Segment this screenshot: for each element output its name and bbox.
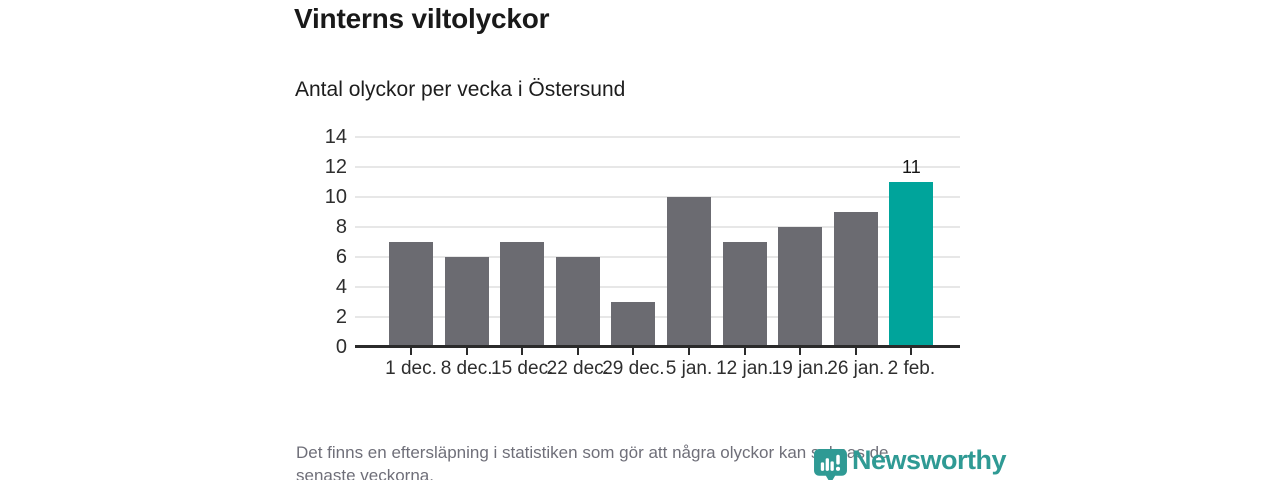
newsworthy-logo: Newsworthy: [814, 444, 1007, 480]
chart-subtitle: Antal olyckor per vecka i Östersund: [295, 78, 626, 101]
y-axis-tick-label: 4: [335, 276, 347, 298]
y-axis-tick-label: 10: [324, 186, 347, 208]
gridline: [355, 166, 960, 168]
footnote: Det finns en eftersläpning i statistiken…: [296, 441, 888, 480]
footnote-line-1: Det finns en eftersläpning i statistiken…: [296, 443, 889, 462]
bar: [778, 227, 823, 346]
bar-value-label: 11: [902, 157, 921, 177]
x-axis-tick-label: 5 jan.: [665, 358, 713, 379]
x-axis-tick-label: 8 dec.: [440, 358, 493, 379]
x-axis-tick: [799, 348, 802, 355]
x-axis-tick-label: 19 jan.: [771, 358, 829, 379]
x-axis-tick: [743, 348, 746, 355]
gridline: [355, 256, 960, 258]
x-axis-tick-label: 15 dec.: [491, 358, 554, 379]
x-axis-tick-label: 2 feb.: [887, 358, 936, 379]
x-axis-tick-label: 29 dec.: [602, 358, 665, 379]
gridline: [355, 136, 960, 138]
bar: [722, 242, 767, 346]
x-axis-tick: [576, 348, 579, 355]
gridline: [355, 316, 960, 318]
y-axis-tick-label: 8: [335, 216, 347, 238]
x-axis-tick-label: 1 dec.: [385, 358, 437, 379]
bar: [889, 182, 934, 346]
x-axis-tick-label: 26 jan.: [827, 358, 885, 379]
bar: [833, 212, 878, 346]
gridline: [355, 196, 960, 198]
chart-title: Vinterns viltolyckor: [294, 3, 550, 34]
x-axis-tick: [688, 348, 690, 355]
x-axis-tick: [410, 348, 412, 355]
newsworthy-wordmark: Newsworthy: [852, 445, 1007, 475]
newsworthy-speech-bubble-chart-icon: [814, 449, 847, 480]
x-axis-tick: [465, 348, 468, 355]
bar: [389, 242, 433, 346]
bar: [555, 257, 600, 346]
y-axis-tick-label: 2: [335, 306, 347, 328]
x-axis-tick-label: 22 dec.: [546, 358, 609, 379]
x-axis-line: [355, 345, 960, 348]
footnote-line-2: senaste veckorna.: [296, 466, 434, 480]
bar: [444, 257, 489, 346]
y-axis-tick-label: 0: [335, 336, 347, 358]
x-axis-tick: [910, 348, 913, 355]
bar: [500, 242, 545, 346]
y-axis-tick-label: 14: [324, 126, 347, 148]
y-axis-tick-label: 6: [335, 246, 347, 268]
x-axis-tick: [521, 348, 524, 355]
x-axis-tick-label: 12 jan.: [716, 358, 774, 379]
x-axis-tick: [854, 348, 857, 355]
y-axis-tick-label: 12: [324, 156, 347, 178]
gridline: [355, 286, 960, 288]
gridline: [355, 226, 960, 228]
bar: [667, 197, 711, 346]
x-axis-tick: [632, 348, 635, 355]
bar: [611, 302, 656, 346]
